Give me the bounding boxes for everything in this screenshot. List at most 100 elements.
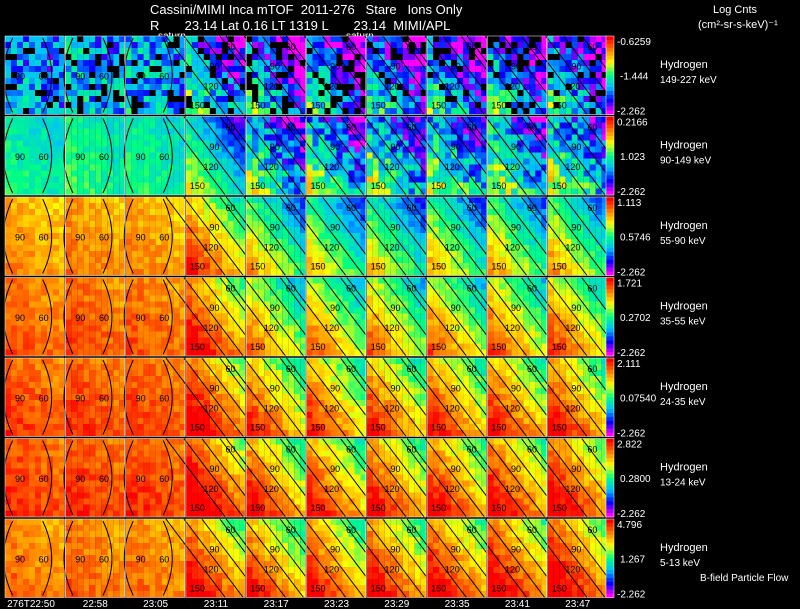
data-cell [227, 146, 234, 153]
data-cell [330, 140, 337, 147]
data-cell [469, 66, 476, 72]
data-cell [215, 251, 222, 257]
data-cell [143, 66, 150, 72]
data-cell [101, 90, 108, 96]
contour-line [545, 196, 606, 276]
data-cell [149, 239, 156, 245]
data-cell [143, 313, 150, 320]
data-cell [5, 128, 11, 135]
data-cell [481, 233, 487, 239]
data-cell [185, 128, 192, 135]
data-cell [390, 188, 397, 195]
data-cell [475, 78, 482, 84]
data-cell [179, 152, 185, 159]
data-cell [511, 158, 518, 165]
data-cell [354, 134, 361, 141]
data-cell [583, 170, 590, 177]
data-cell [360, 42, 366, 48]
data-cell [119, 203, 125, 209]
data-cell [553, 197, 560, 203]
data-cell [276, 134, 283, 141]
data-cell [155, 209, 162, 215]
data-cell [179, 227, 185, 233]
data-cell [191, 158, 198, 165]
data-cell [463, 122, 470, 129]
data-cell [101, 158, 108, 165]
data-cell [565, 96, 572, 102]
data-cell [137, 84, 144, 90]
data-cell [203, 215, 210, 221]
data-cell [420, 221, 427, 227]
data-cell [239, 66, 246, 72]
data-cell [47, 140, 53, 147]
data-cell [487, 102, 494, 108]
spectrogram-panel: 90 60 [3, 277, 65, 357]
data-cell [475, 263, 482, 269]
data-cell [95, 239, 102, 245]
data-cell [493, 176, 500, 183]
data-cell [390, 269, 397, 275]
data-cell [360, 209, 366, 215]
data-cell [65, 319, 72, 326]
data-cell [306, 152, 313, 159]
data-cell [402, 245, 409, 251]
contour-label: 90 [210, 222, 220, 232]
data-cell [65, 170, 72, 177]
data-cell [161, 301, 168, 308]
data-cell [493, 90, 500, 96]
data-cell [414, 257, 421, 263]
data-cell [11, 102, 17, 108]
data-cell [17, 102, 23, 108]
data-cell [161, 307, 168, 314]
data-cell [541, 72, 547, 78]
data-cell [113, 48, 120, 54]
data-cell [517, 227, 524, 233]
data-cell [41, 295, 47, 302]
data-cell [457, 251, 464, 257]
data-cell [336, 209, 343, 215]
data-cell [523, 72, 530, 78]
data-cell [336, 146, 343, 153]
data-cell [203, 146, 210, 153]
data-cell [71, 215, 78, 221]
data-cell [427, 239, 434, 245]
data-cell [541, 182, 547, 189]
data-cell [330, 122, 337, 129]
data-cell [547, 209, 554, 215]
data-cell [246, 227, 253, 233]
data-cell [390, 78, 397, 84]
data-cell [420, 36, 427, 42]
data-cell [246, 269, 253, 275]
data-cell [131, 301, 138, 308]
data-cell [137, 203, 144, 209]
data-cell [541, 176, 547, 183]
data-cell [215, 102, 222, 108]
data-cell [282, 48, 289, 54]
data-cell [589, 197, 596, 203]
data-cell [457, 215, 464, 221]
data-cell [47, 182, 53, 189]
data-cell [330, 90, 337, 96]
data-cell [463, 257, 470, 263]
data-cell [445, 48, 452, 54]
data-cell [523, 140, 530, 147]
data-cell [487, 128, 494, 135]
data-cell [41, 245, 47, 251]
data-cell [439, 134, 446, 141]
data-cell [149, 257, 156, 263]
data-cell [125, 116, 132, 123]
data-cell [324, 251, 331, 257]
data-cell [101, 78, 108, 84]
data-cell [167, 221, 174, 227]
data-cell [312, 54, 319, 60]
data-cell [215, 164, 222, 171]
data-cell [463, 66, 470, 72]
data-cell [59, 233, 65, 239]
data-cell [439, 251, 446, 257]
panel-border [426, 116, 487, 196]
data-cell [354, 209, 361, 215]
data-cell [535, 108, 542, 114]
data-cell [583, 245, 590, 251]
data-cell [221, 42, 228, 48]
data-cell [559, 269, 566, 275]
